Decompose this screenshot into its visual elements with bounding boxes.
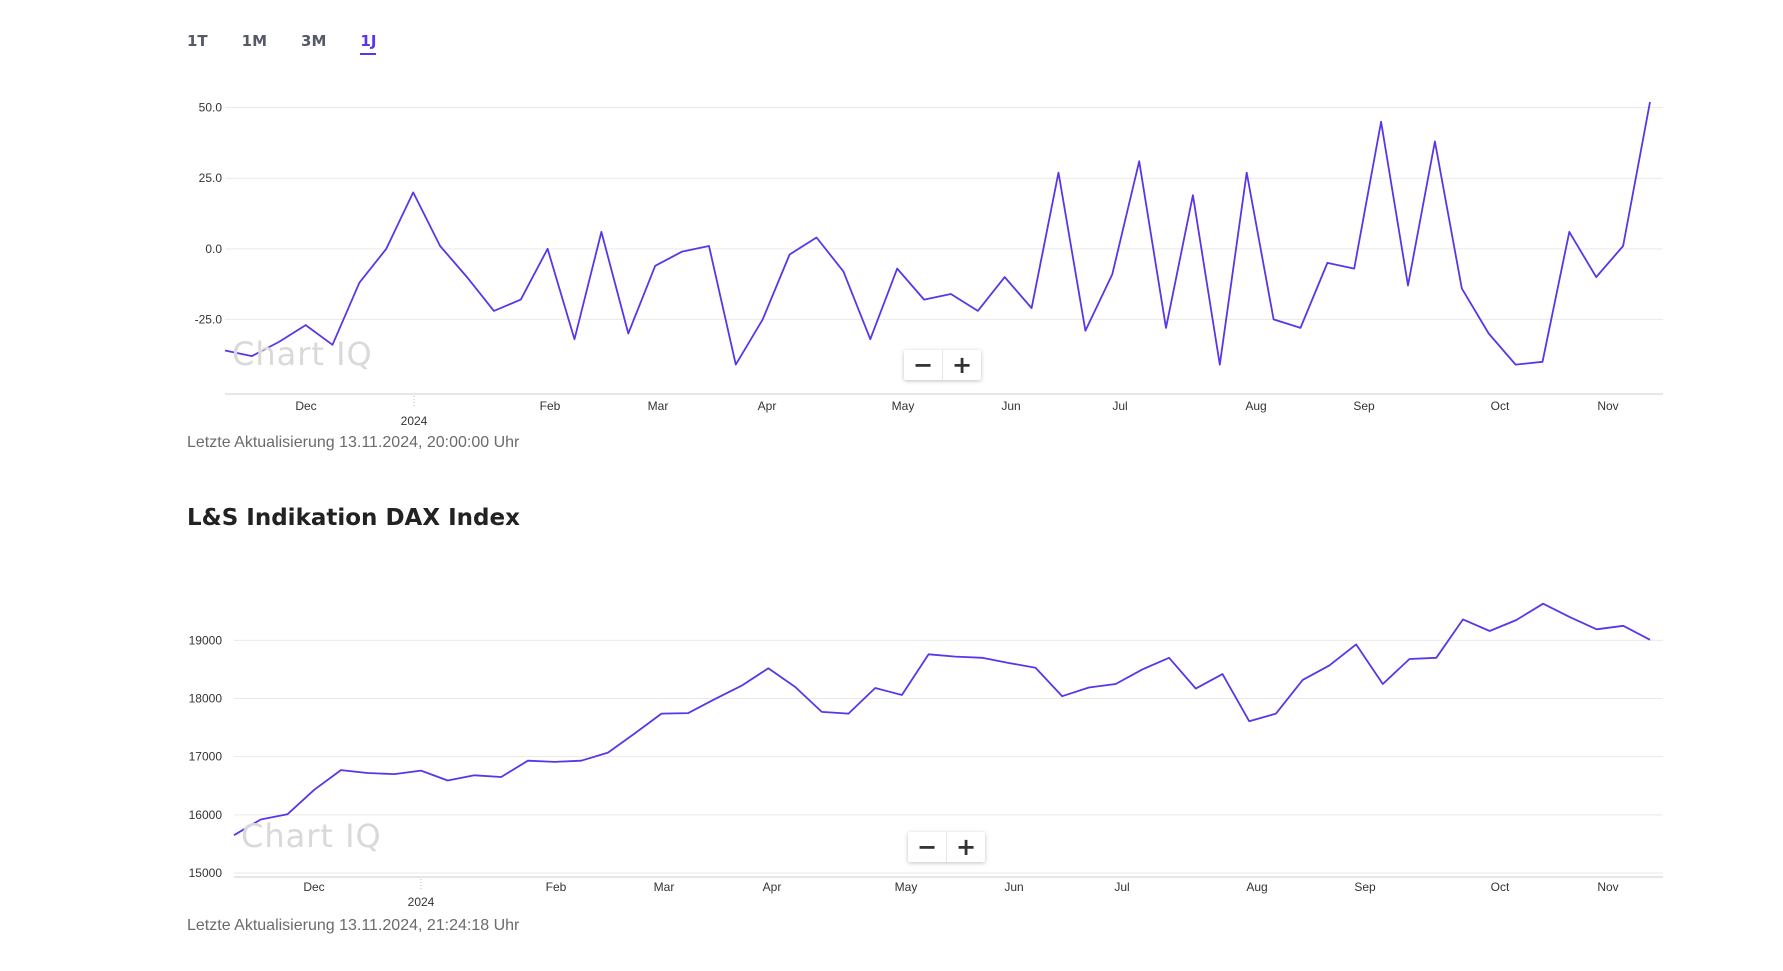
y-tick-label: -25.0 xyxy=(195,312,223,326)
last-update-2: Letzte Aktualisierung 13.11.2024, 21:24:… xyxy=(187,917,520,934)
x-tick-label: May xyxy=(892,399,915,413)
x-tick-label: Mar xyxy=(654,880,675,894)
x-tick-label: Jun xyxy=(1001,399,1020,413)
chart-2-svg[interactable]: 19000 18000 17000 16000 15000 Dec 2024 Feb Mar Ap… xyxy=(0,580,1783,910)
tab-3m[interactable]: 3M xyxy=(301,32,327,50)
chart-2[interactable]: 19000 18000 17000 16000 15000 Dec 2024 Feb Mar Ap… xyxy=(0,580,1783,910)
x-tick-label: Apr xyxy=(763,880,782,894)
x-tick-label: Sep xyxy=(1354,880,1376,894)
x-tick-label: Oct xyxy=(1491,399,1510,413)
x-tick-label: 2024 xyxy=(408,895,435,909)
y-tick-label: 0.0 xyxy=(205,242,222,256)
x-tick-label: Nov xyxy=(1597,399,1618,413)
x-tick-label: Apr xyxy=(758,399,777,413)
y-tick-label: 17000 xyxy=(189,750,223,764)
y-tick-label: 18000 xyxy=(189,692,223,706)
chartiq-logo-2: Chart IQ xyxy=(241,817,382,855)
x-tick-label: Jun xyxy=(1004,880,1023,894)
y-tick-label: 16000 xyxy=(189,808,223,822)
x-tick-label: Nov xyxy=(1597,880,1618,894)
last-update-1: Letzte Aktualisierung 13.11.2024, 20:00:… xyxy=(187,434,520,451)
x-tick-label: Jul xyxy=(1112,399,1127,413)
zoom-out-button[interactable]: − xyxy=(916,833,938,861)
x-tick-label: Sep xyxy=(1353,399,1375,413)
x-tick-label: Dec xyxy=(303,880,324,894)
section-title: L&S Indikation DAX Index xyxy=(187,505,520,531)
y-tick-label: 19000 xyxy=(189,633,223,647)
chartiq-logo-1: Chart IQ xyxy=(232,335,373,373)
zoom-in-button[interactable]: + xyxy=(942,350,981,380)
x-tick-label: Aug xyxy=(1246,880,1267,894)
series-line xyxy=(224,101,1651,366)
zoom-controls-2: − + xyxy=(908,832,985,862)
y-tick-label: 25.0 xyxy=(199,171,223,185)
x-tick-label: 2024 xyxy=(401,414,428,428)
series-line xyxy=(233,602,1651,836)
tab-1m[interactable]: 1M xyxy=(241,32,268,50)
x-tick-label: Oct xyxy=(1491,880,1510,894)
x-tick-label: Aug xyxy=(1245,399,1266,413)
x-tick-label: Dec xyxy=(295,399,316,413)
x-tick-label: Mar xyxy=(648,399,669,413)
x-tick-label: May xyxy=(895,880,918,894)
y-tick-label: 50.0 xyxy=(199,101,223,115)
range-tabs: 1T 1M 3M 1J xyxy=(187,32,410,55)
zoom-out-button[interactable]: − xyxy=(912,351,934,379)
tab-1j[interactable]: 1J xyxy=(360,32,377,55)
x-tick-label: Feb xyxy=(546,880,567,894)
tab-1t[interactable]: 1T xyxy=(187,32,208,50)
x-tick-label: Feb xyxy=(540,399,561,413)
x-tick-label: Jul xyxy=(1114,880,1129,894)
zoom-in-button[interactable]: + xyxy=(946,832,985,862)
chart-1-svg[interactable]: 50.0 25.0 0.0 -25.0 Dec 2024 Feb Mar Apr May Jun Ju… xyxy=(0,70,1783,440)
zoom-controls-1: − + xyxy=(904,350,981,380)
y-tick-label: 15000 xyxy=(189,866,223,880)
chart-1[interactable]: 50.0 25.0 0.0 -25.0 Dec 2024 Feb Mar Apr May Jun Ju… xyxy=(0,70,1783,440)
